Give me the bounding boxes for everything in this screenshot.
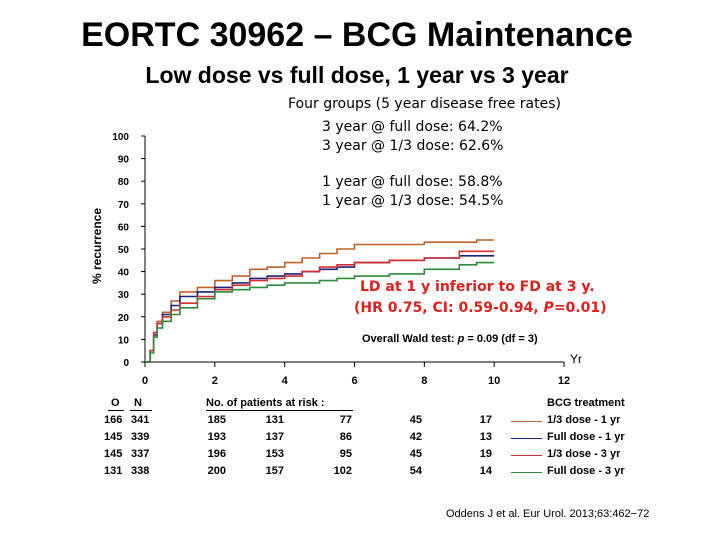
risk-row-label: 1/3 dose - 1 yr bbox=[547, 414, 621, 426]
wald-p-symbol: p bbox=[457, 333, 465, 345]
risk-row-label: 1/3 dose - 3 yr bbox=[547, 448, 621, 460]
x-tick-label: 12 bbox=[558, 375, 570, 387]
x-tick-label: 6 bbox=[351, 375, 357, 387]
risk-header-treatment: BCG treatment bbox=[547, 397, 625, 409]
wald-value: = 0.09 (df = 3) bbox=[464, 333, 538, 345]
risk-count: 193 bbox=[207, 431, 226, 443]
y-tick-label: 40 bbox=[118, 268, 130, 279]
risk-row-n: 338 bbox=[131, 465, 150, 477]
risk-legend-swatch bbox=[511, 421, 542, 422]
risk-legend-swatch bbox=[511, 438, 542, 439]
risk-count: 45 bbox=[409, 414, 422, 426]
risk-legend-swatch bbox=[511, 455, 542, 456]
risk-count: 153 bbox=[265, 448, 284, 460]
page-title: EORTC 30962 – BCG Maintenance bbox=[81, 16, 633, 54]
y-tick-label: 70 bbox=[118, 200, 130, 211]
citation: Oddens J et al. Eur Urol. 2013;63:462−72 bbox=[446, 508, 650, 520]
risk-header-o-underline bbox=[108, 410, 124, 411]
risk-count: 137 bbox=[265, 431, 284, 443]
annotation-hr: (HR 0.75, CI: 0.59-0.94, bbox=[354, 300, 544, 316]
risk-count: 14 bbox=[479, 465, 492, 477]
y-tick-label: 30 bbox=[118, 290, 130, 301]
x-tick-label: 10 bbox=[488, 375, 500, 387]
note-1yr-third: 1 year @ 1/3 dose: 54.5% bbox=[322, 193, 504, 209]
note-3yr-third: 3 year @ 1/3 dose: 62.6% bbox=[322, 138, 504, 154]
annotation-p-symbol: P bbox=[543, 300, 554, 316]
risk-row-o: 166 bbox=[104, 414, 123, 426]
note-1yr-full: 1 year @ full dose: 58.8% bbox=[322, 174, 503, 190]
risk-row-n: 339 bbox=[131, 431, 150, 443]
risk-row-label: Full dose - 3 yr bbox=[547, 465, 625, 477]
risk-count: 102 bbox=[333, 465, 352, 477]
risk-row-o: 145 bbox=[104, 448, 123, 460]
risk-header-title-underline bbox=[206, 410, 353, 411]
y-tick-label: 0 bbox=[123, 358, 129, 369]
risk-count: 200 bbox=[207, 465, 226, 477]
annotation-p-value: =0.01) bbox=[553, 300, 607, 316]
y-tick-label: 90 bbox=[118, 155, 130, 166]
wald-test: Overall Wald test: p = 0.09 (df = 3) bbox=[362, 333, 538, 345]
risk-row-label: Full dose - 1 yr bbox=[547, 431, 625, 443]
risk-count: 131 bbox=[265, 414, 284, 426]
risk-row-o: 131 bbox=[104, 465, 123, 477]
x-tick-label: 4 bbox=[282, 375, 289, 387]
risk-count: 185 bbox=[207, 414, 226, 426]
y-tick-label: 10 bbox=[118, 335, 130, 346]
x-tick-label: 2 bbox=[212, 375, 218, 387]
x-tick-label: 0 bbox=[142, 375, 148, 387]
risk-count: 13 bbox=[479, 431, 492, 443]
km-curve-4 bbox=[145, 261, 495, 363]
y-tick-label: 20 bbox=[118, 313, 130, 324]
y-axis-label: % recurrence bbox=[90, 208, 104, 284]
risk-count: 19 bbox=[479, 448, 492, 460]
note-3yr-full: 3 year @ full dose: 64.2% bbox=[322, 119, 503, 135]
y-tick-label: 60 bbox=[118, 222, 130, 233]
risk-count: 157 bbox=[265, 465, 284, 477]
km-curve-1 bbox=[145, 239, 495, 363]
risk-count: 42 bbox=[409, 431, 422, 443]
risk-legend-swatch bbox=[511, 472, 542, 473]
risk-header-n: N bbox=[134, 397, 142, 409]
risk-header-title: No. of patients at risk : bbox=[206, 397, 325, 409]
risk-count: 17 bbox=[479, 414, 492, 426]
x-axis-label: Yr bbox=[570, 352, 582, 366]
x-tick-label: 8 bbox=[421, 375, 427, 387]
page-subtitle: Low dose vs full dose, 1 year vs 3 year bbox=[145, 62, 569, 88]
risk-header-o: O bbox=[111, 397, 120, 409]
risk-count: 45 bbox=[409, 448, 422, 460]
y-tick-label: 50 bbox=[118, 245, 130, 256]
risk-count: 77 bbox=[339, 414, 352, 426]
annotation-line2: (HR 0.75, CI: 0.59-0.94, P=0.01) bbox=[354, 300, 606, 316]
km-curve-3 bbox=[145, 250, 495, 363]
risk-header-n-underline bbox=[130, 410, 152, 411]
risk-row-n: 337 bbox=[131, 448, 150, 460]
risk-count: 95 bbox=[339, 448, 352, 460]
y-tick-label: 100 bbox=[112, 132, 129, 143]
risk-row-o: 145 bbox=[104, 431, 123, 443]
y-tick-label: 80 bbox=[118, 177, 130, 188]
risk-count: 196 bbox=[207, 448, 226, 460]
risk-row-n: 341 bbox=[131, 414, 150, 426]
risk-count: 86 bbox=[339, 431, 352, 443]
wald-prefix: Overall Wald test: bbox=[362, 333, 458, 345]
annotation-line1: LD at 1 y inferior to FD at 3 y. bbox=[360, 279, 595, 295]
groups-heading: Four groups (5 year disease free rates) bbox=[288, 96, 561, 112]
risk-count: 54 bbox=[409, 465, 422, 477]
